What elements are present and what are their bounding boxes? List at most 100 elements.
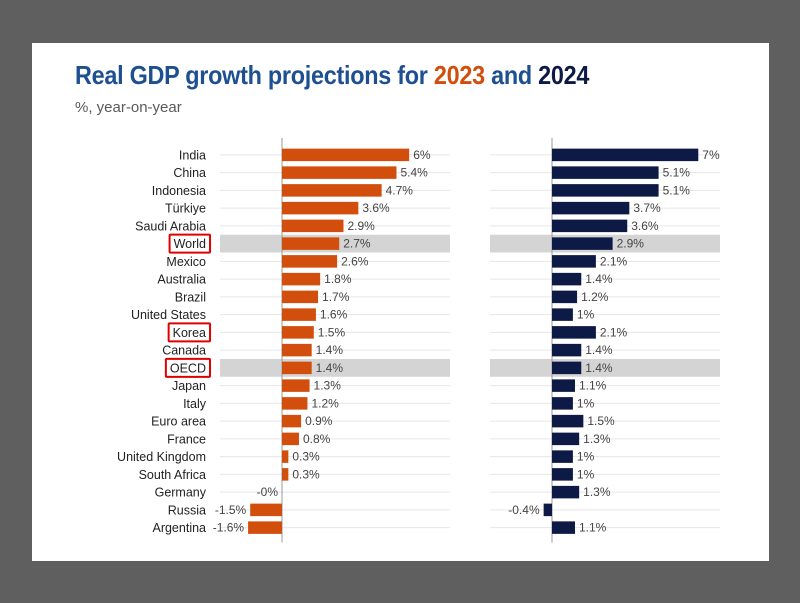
bar-2024-argentina [552, 521, 575, 534]
bar-2024-euro-area [552, 414, 584, 428]
value-label-2023-united-states: 1.6% [320, 308, 348, 322]
value-label-2024-italy: 1% [577, 396, 595, 410]
value-label-2023-south-africa: 0.3% [292, 467, 320, 481]
title-year-2023: 2023 [433, 60, 485, 90]
category-label-china: China [173, 166, 206, 180]
value-label-2023-france: 0.8% [303, 432, 331, 446]
value-label-2023-germany: -0% [257, 485, 279, 499]
value-label-2024-canada: 1.4% [585, 343, 613, 357]
category-label-france: France [167, 432, 206, 446]
bar-2023-argentina [248, 521, 282, 534]
value-label-2023-t-rkiye: 3.6% [362, 201, 390, 215]
title-prefix: Real GDP growth projections for [75, 60, 434, 90]
category-label-united-kingdom: United Kingdom [117, 450, 206, 464]
value-label-2023-china: 5.4% [400, 166, 428, 180]
bar-2024-indonesia [552, 184, 659, 197]
value-label-2024-australia: 1.4% [585, 272, 613, 286]
value-label-2024-oecd: 1.4% [585, 361, 613, 375]
bar-2023-china [282, 166, 397, 179]
title-year-2024: 2024 [538, 60, 590, 90]
category-label-south-africa: South Africa [139, 468, 206, 482]
bar-2023-australia [282, 272, 321, 286]
highlight-box-korea [167, 322, 212, 343]
bar-2023-united-kingdom [282, 450, 289, 463]
value-label-2023-euro-area: 0.9% [305, 414, 333, 428]
bar-2023-france [282, 432, 299, 446]
value-label-2023-indonesia: 4.7% [386, 183, 414, 197]
bar-2023-korea [282, 326, 314, 339]
bar-2024-korea [552, 326, 596, 339]
category-label-canada: Canada [162, 344, 206, 358]
highlight-band-oecd [220, 359, 450, 377]
value-label-2023-oecd: 1.4% [316, 361, 344, 375]
bar-2024-united-states [552, 308, 573, 321]
value-label-2024-t-rkiye: 3.7% [633, 201, 661, 215]
value-label-2023-italy: 1.2% [311, 396, 339, 410]
category-label-united-states: United States [131, 308, 206, 322]
category-label-indonesia: Indonesia [152, 184, 206, 198]
value-label-2024-japan: 1.1% [579, 379, 607, 393]
title-middle: and [484, 60, 539, 90]
value-label-2023-india: 6% [413, 148, 431, 162]
category-label-japan: Japan [172, 379, 206, 393]
value-label-2024-russia: -0.4% [508, 503, 540, 517]
category-label-korea: Korea [173, 326, 206, 340]
bar-2024-japan [552, 379, 575, 392]
bar-2023-united-states [282, 308, 316, 321]
value-label-2023-world: 2.7% [343, 237, 371, 251]
highlight-band-oecd [490, 359, 720, 377]
bar-2024-russia [543, 503, 552, 517]
bar-chart-svg: 6% 5.4% 4.7% 3.6% 2.9% 2.7% 2.6% 1.8% 1.7% 1.6% 1.… [117, 138, 720, 543]
value-label-2024-argentina: 1.1% [579, 521, 607, 535]
bar-2024-brazil [552, 290, 578, 304]
value-label-2023-korea: 1.5% [318, 325, 346, 339]
category-label-saudi-arabia: Saudi Arabia [135, 219, 206, 233]
category-label-india: India [179, 148, 206, 162]
category-label-russia: Russia [168, 503, 206, 517]
category-label-australia: Australia [157, 273, 206, 287]
value-label-2024-united-kingdom: 1% [577, 450, 595, 464]
bar-2024-south-africa [552, 468, 573, 481]
highlight-box-oecd [164, 357, 211, 378]
bar-2024-saudi-arabia [552, 219, 628, 233]
highlight-box-world [168, 233, 212, 254]
bar-2023-indonesia [282, 184, 382, 197]
value-label-2024-south-africa: 1% [577, 467, 595, 481]
category-label-italy: Italy [183, 397, 207, 411]
value-label-2024-mexico: 2.1% [600, 254, 628, 268]
chart-subtitle: %, year-on-year [75, 99, 182, 116]
bar-2024-italy [552, 397, 573, 410]
category-label-germany: Germany [155, 486, 207, 500]
value-label-2024-united-states: 1% [577, 308, 595, 322]
bar-2024-germany [552, 485, 580, 499]
value-label-2023-saudi-arabia: 2.9% [347, 219, 375, 233]
category-label-world: World [174, 237, 206, 251]
value-label-2023-canada: 1.4% [316, 343, 344, 357]
bar-2023-euro-area [282, 414, 302, 428]
bar-2023-mexico [282, 255, 338, 268]
bar-2023-brazil [282, 290, 319, 304]
bar-2024-china [552, 166, 659, 179]
chart-title: Real GDP growth projections for 2023 and… [75, 60, 589, 91]
bar-2023-japan [282, 379, 310, 392]
bar-2024-t-rkiye [552, 201, 630, 215]
bar-2023-india [282, 148, 410, 162]
category-label-euro-area: Euro area [151, 415, 206, 429]
bar-2023-world [282, 237, 340, 250]
bar-2023-italy [282, 397, 308, 410]
category-label-t-rkiye: Türkiye [165, 202, 206, 216]
bar-2024-oecd [552, 361, 582, 375]
value-label-2023-russia: -1.5% [215, 503, 247, 517]
value-label-2023-australia: 1.8% [324, 272, 352, 286]
value-label-2024-saudi-arabia: 3.6% [631, 219, 659, 233]
value-label-2024-brazil: 1.2% [581, 290, 609, 304]
value-label-2023-argentina: -1.6% [213, 521, 245, 535]
value-label-2024-korea: 2.1% [600, 325, 628, 339]
bar-2023-t-rkiye [282, 201, 359, 215]
value-label-2024-china: 5.1% [663, 166, 691, 180]
category-label-argentina: Argentina [152, 521, 206, 535]
bar-2024-india [552, 148, 699, 162]
value-label-2024-india: 7% [702, 148, 720, 162]
category-label-brazil: Brazil [175, 290, 206, 304]
bar-2024-united-kingdom [552, 450, 573, 463]
